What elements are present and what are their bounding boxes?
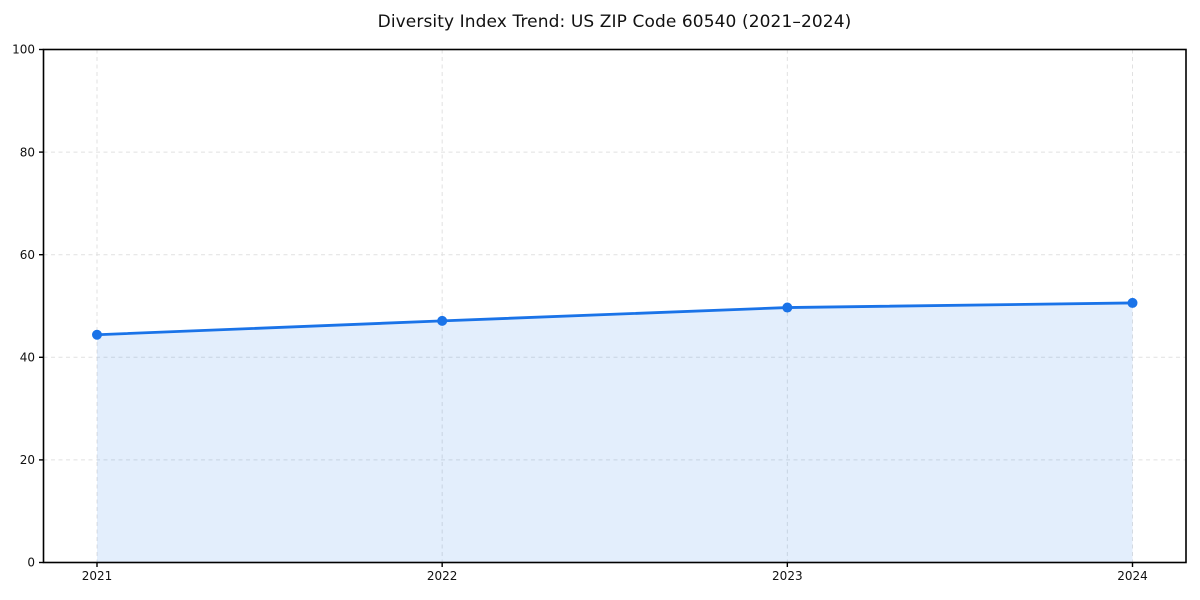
data-point-2022 bbox=[437, 315, 448, 326]
y-tick-label: 0 bbox=[27, 556, 35, 570]
x-tick-label: 2024 bbox=[1117, 569, 1148, 583]
y-tick-label: 80 bbox=[20, 145, 35, 159]
y-tick-label: 60 bbox=[20, 248, 35, 262]
x-tick-label: 2022 bbox=[427, 569, 458, 583]
data-point-2023 bbox=[782, 302, 793, 313]
chart-title: Diversity Index Trend: US ZIP Code 60540… bbox=[377, 12, 852, 32]
data-point-2021 bbox=[92, 329, 102, 340]
x-tick-label: 2023 bbox=[772, 569, 803, 583]
plot-border bbox=[42, 48, 1187, 564]
trend-line bbox=[95, 301, 1134, 337]
y-tick-label: 20 bbox=[20, 453, 35, 467]
area-fill bbox=[97, 302, 1133, 563]
x-tick-label: 2021 bbox=[82, 569, 113, 583]
y-tick-label: 40 bbox=[20, 351, 35, 365]
data-point-2024 bbox=[1127, 297, 1138, 308]
y-tick-label: 100 bbox=[12, 43, 35, 57]
